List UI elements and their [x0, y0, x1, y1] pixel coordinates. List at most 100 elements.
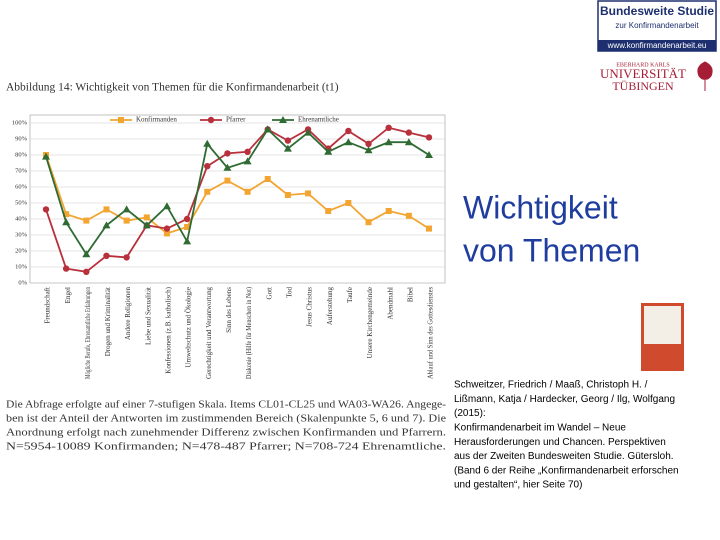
citation: Schweitzer, Friedrich / Maaß, Christoph … [454, 380, 679, 491]
legend-label: Ehrenamtliche [298, 116, 339, 124]
marker [385, 208, 392, 214]
legend-label: Konfirmanden [136, 116, 177, 124]
marker [243, 157, 252, 165]
marker [118, 117, 124, 123]
marker [385, 124, 392, 131]
y-tick-label: 10% [15, 263, 28, 270]
citation-line: Schweitzer, Friedrich / Maaß, Christoph … [454, 380, 648, 391]
series-line [45, 127, 430, 256]
marker [123, 217, 130, 224]
x-tick-label: Mögliche Berufe, Ehrenamtliche Erfahrung… [84, 287, 92, 379]
marker [345, 127, 352, 135]
x-tick-label: Jesus Christus [306, 287, 314, 327]
y-tick-label: 20% [15, 247, 28, 254]
x-tick-label: Gott [265, 287, 273, 300]
marker [183, 215, 191, 223]
chart-title: Abbildung 14: Wichtigkeit von Themen für… [6, 82, 339, 94]
marker [405, 129, 413, 136]
marker [163, 230, 170, 237]
x-tick-label: Ablauf und Sinn des Gottesdienstes [427, 287, 435, 379]
marker [162, 202, 171, 210]
marker [62, 265, 70, 272]
x-tick-label: Umweltschutz und Ökologie [185, 287, 193, 368]
marker [283, 144, 292, 152]
marker [425, 134, 433, 141]
citation-line: und gestalten“, hier Seite 70) [454, 480, 582, 491]
y-tick-label: 90% [15, 135, 28, 142]
series-line [45, 126, 430, 273]
citation-line: (2015): [454, 408, 486, 419]
x-tick-label: Sinn des Lebens [225, 287, 233, 333]
marker [425, 151, 433, 158]
heading: Wichtigkeit [463, 189, 618, 225]
uni-icon [697, 61, 713, 91]
marker [305, 190, 312, 197]
marker [62, 218, 71, 226]
marker [324, 147, 333, 155]
marker [365, 140, 372, 147]
marker [143, 214, 150, 221]
marker [42, 152, 50, 160]
x-tick-label: Tod [286, 287, 294, 298]
marker [405, 212, 412, 219]
y-tick-label: 60% [15, 183, 28, 190]
marker [103, 252, 110, 259]
book-label [644, 306, 681, 344]
marker [83, 268, 90, 275]
marker [263, 125, 272, 133]
x-tick-label: Gerechtigkeit und Verantwortung [205, 287, 213, 379]
caption-line: ben ist der Anteil der Antworten im zust… [6, 413, 446, 424]
x-tick-label: Abendmahl [386, 287, 394, 320]
x-tick-label: Auferstehung [326, 287, 334, 326]
x-tick-label: Drogen und Kriminalität [104, 287, 112, 356]
uni-city: TÜBINGEN [612, 79, 674, 93]
x-tick-label: Taufe [346, 287, 354, 303]
chart: 0% 10% 20% 30% 40% 50% 60% 70% 80% 90% 100% Freunds… [12, 114, 446, 379]
marker [384, 138, 393, 146]
y-tick-label: 80% [15, 151, 28, 158]
legend-label: Pfarrer [226, 116, 246, 124]
y-tick-label: 0% [18, 279, 27, 286]
marker [426, 225, 432, 232]
marker [304, 128, 313, 136]
marker [364, 146, 373, 154]
citation-line: (Band 6 der Reihe „Konfirmandenarbeit er… [454, 465, 679, 476]
marker [204, 188, 211, 195]
marker [325, 208, 332, 214]
y-tick-label: 70% [15, 167, 28, 174]
marker [42, 206, 50, 213]
caption: Die Abfrage erfolgte auf einer 7-stufige… [6, 399, 447, 452]
marker [207, 116, 215, 124]
marker [123, 254, 130, 261]
marker [163, 225, 171, 232]
marker [223, 163, 232, 171]
marker [122, 205, 131, 213]
marker [102, 221, 111, 229]
caption-line: Anordnung erfolgt nach zunehmender Diffe… [6, 427, 446, 438]
logo-bar [598, 40, 716, 51]
citation-line: Herausforderungen und Chancen. Perspekti… [454, 437, 666, 448]
marker [103, 206, 110, 213]
heading: von Themen [463, 232, 640, 268]
x-tick-label: Konfessionen (z.B. katholisch) [165, 286, 173, 373]
citation-line: Konfirmandenarbeit im Wandel – Neue [454, 423, 626, 434]
y-tick-label: 100% [12, 119, 28, 126]
uni-name: UNIVERSITÄT [600, 66, 686, 81]
marker [344, 138, 353, 146]
logo-title: Bundesweite Studie [600, 4, 714, 18]
y-tick-label: 30% [15, 231, 28, 238]
caption-line: Die Abfrage erfolgte auf einer 7-stufige… [6, 399, 447, 410]
marker [203, 139, 212, 147]
citation-line: Lißmann, Katja / Hardecker, Georg / Ilg,… [454, 394, 675, 405]
marker [365, 219, 372, 226]
marker [83, 217, 90, 224]
x-tick-label: Engel [64, 287, 72, 303]
marker [284, 137, 292, 144]
citation-line: aus der Zweiten Bundesweiten Studie. Güt… [454, 451, 674, 462]
y-tick-label: 40% [15, 215, 28, 222]
x-tick-label: Unsere Kirchengemeinde [366, 287, 374, 358]
logo-url: www.konfirmandenarbeit.eu [607, 41, 707, 50]
marker [264, 176, 271, 182]
x-tick-label: Diakonie (Hilfe für Menschen in Not) [245, 286, 253, 379]
marker [244, 188, 251, 195]
